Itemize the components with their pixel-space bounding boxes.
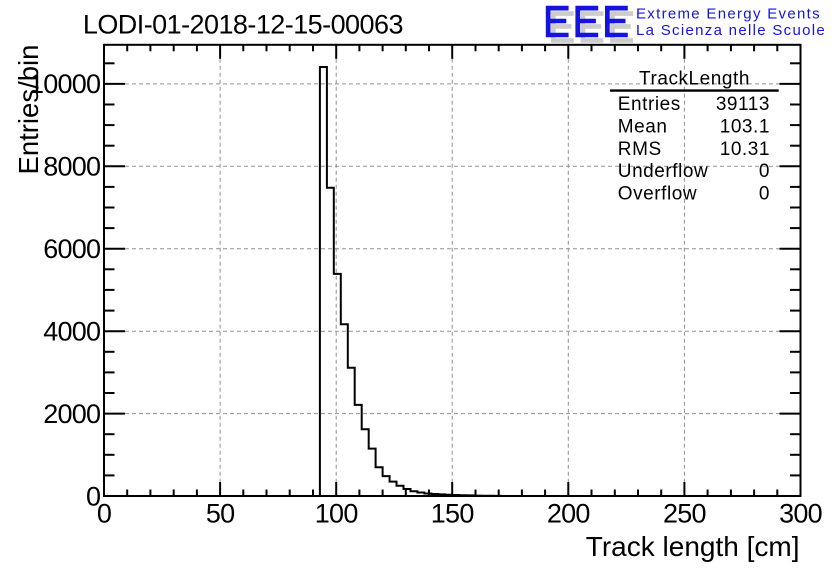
svg-text:Extreme Energy Events: Extreme Energy Events [636, 6, 821, 23]
svg-text:10.31: 10.31 [720, 139, 770, 160]
svg-text:4000: 4000 [43, 317, 100, 347]
svg-text:0: 0 [86, 481, 100, 511]
svg-text:0: 0 [759, 183, 770, 204]
svg-text:6000: 6000 [43, 234, 100, 264]
svg-text:100: 100 [315, 499, 358, 529]
svg-text:200: 200 [547, 499, 590, 529]
svg-text:TrackLength: TrackLength [639, 69, 750, 90]
svg-text:Track length [cm]: Track length [cm] [586, 531, 800, 562]
svg-text:2000: 2000 [43, 399, 100, 429]
svg-text:Underflow: Underflow [618, 161, 709, 182]
svg-text:Entries/bin: Entries/bin [13, 45, 44, 175]
svg-text:300: 300 [779, 499, 822, 529]
svg-text:103.1: 103.1 [720, 117, 770, 138]
svg-text:150: 150 [431, 499, 474, 529]
svg-text:LODI-01-2018-12-15-00063: LODI-01-2018-12-15-00063 [83, 10, 403, 40]
svg-text:Overflow: Overflow [618, 183, 697, 204]
svg-text:50: 50 [206, 499, 235, 529]
svg-text:39113: 39113 [716, 94, 770, 115]
svg-text:10000: 10000 [29, 69, 100, 99]
svg-text:8000: 8000 [43, 152, 100, 182]
svg-text:Mean: Mean [618, 117, 668, 138]
svg-text:La Scienza nelle Scuole: La Scienza nelle Scuole [636, 22, 826, 39]
svg-text:0: 0 [97, 499, 111, 529]
svg-text:0: 0 [759, 161, 770, 182]
svg-text:Entries: Entries [618, 94, 681, 115]
svg-text:RMS: RMS [618, 139, 662, 160]
svg-text:250: 250 [663, 499, 706, 529]
